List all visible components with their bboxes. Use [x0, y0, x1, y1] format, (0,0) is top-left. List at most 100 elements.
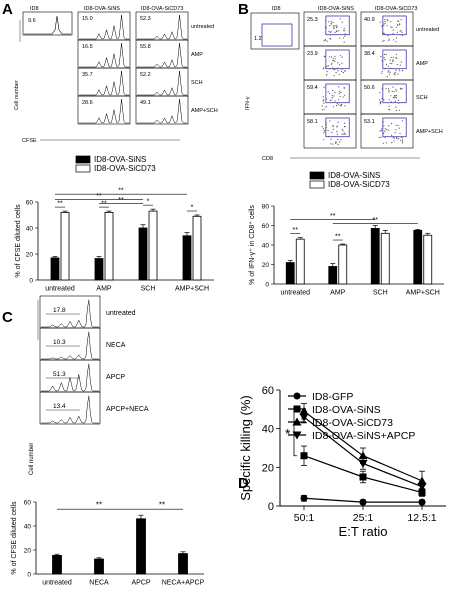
B-dot [344, 30, 346, 32]
B-dot [341, 56, 343, 58]
data-point [300, 494, 308, 502]
B-dot [390, 21, 392, 23]
B-dot [330, 138, 332, 140]
B-dot [399, 30, 401, 32]
B-dotplot-value: 59.4 [307, 85, 318, 91]
B-dot [400, 136, 402, 138]
bar [338, 244, 348, 285]
B-dot [384, 22, 386, 25]
panel-A-bar-chart: 0 20 40 60 % of CFSE diluted cells untreated A… [15, 155, 214, 293]
B-dot [390, 95, 392, 97]
y-tick-label: 40 [26, 226, 34, 233]
B-dot [340, 139, 342, 141]
B-dot [343, 87, 345, 89]
B-dot [339, 141, 341, 143]
B-dot [382, 40, 384, 42]
B-dot [329, 31, 331, 33]
B-dot [323, 108, 325, 110]
B-dot [384, 130, 386, 132]
B-row-label: AMP [416, 61, 428, 67]
B-dot [397, 73, 399, 75]
B-dot [379, 99, 381, 101]
B-dot [380, 101, 382, 103]
B-dot [327, 135, 330, 138]
B-dot [394, 100, 396, 102]
legend-label: ID8-OVA-SiNS [94, 155, 146, 164]
legend-marker [292, 431, 302, 440]
y-tick-label: 60 [26, 200, 34, 207]
B-dot [388, 99, 390, 101]
B-dot [327, 129, 329, 132]
B-dot [399, 64, 401, 66]
C-row-label: untreated [106, 310, 136, 317]
B-dot [324, 39, 326, 41]
A-histogram [137, 14, 187, 40]
B-col-header-sicd73: ID8-OVA-SiCD73 [375, 6, 417, 12]
B-dot [330, 63, 332, 65]
significance-star: ** [101, 201, 107, 208]
B-dot [325, 27, 327, 29]
B-dotplot-value: 50.6 [364, 85, 375, 91]
y-axis-label: Specific killing (%) [238, 395, 253, 500]
B-dot [330, 38, 332, 40]
B-dot [388, 91, 390, 93]
B-dot [398, 68, 400, 70]
B-dot [400, 88, 402, 90]
y-tick-label: 40 [262, 424, 274, 436]
bar [192, 215, 202, 281]
B-dot [393, 137, 395, 139]
B-dot [397, 24, 399, 26]
B-dot [344, 33, 346, 35]
A-histogram [137, 98, 187, 124]
B-dot [394, 97, 396, 99]
B-dot [338, 73, 340, 75]
B-dot [388, 39, 390, 42]
B-dot [389, 71, 391, 73]
legend-label: ID8-OVA-SiNS [312, 404, 381, 416]
B-dot [388, 105, 390, 107]
B-dot [380, 56, 382, 58]
B-dot [329, 92, 331, 94]
legend-swatch [75, 155, 91, 164]
B-dot [332, 21, 334, 23]
B-dot [384, 19, 386, 21]
B-dot [383, 57, 385, 59]
B-dot [386, 129, 388, 131]
B-dot [326, 71, 328, 73]
B-dot [344, 70, 346, 72]
C-histogram [41, 299, 99, 328]
legend-swatch [309, 180, 325, 189]
x-tick-label: 25:1 [353, 512, 374, 524]
B-dot [331, 131, 333, 134]
B-dot [383, 99, 385, 101]
B-dot [325, 122, 327, 124]
B-dot [332, 125, 334, 128]
B-dot [334, 60, 336, 63]
B-dot [395, 90, 398, 92]
B-dot [338, 30, 340, 32]
B-dot [395, 109, 398, 111]
B-dot [332, 128, 334, 130]
B-dot [394, 74, 396, 76]
A-row-label: AMP [191, 52, 203, 58]
B-dot [344, 35, 346, 37]
B-dot [336, 103, 338, 105]
data-point [300, 452, 308, 460]
B-dot [325, 127, 327, 129]
B-dot [331, 94, 333, 96]
B-dot [387, 65, 389, 67]
significance-star: ** [330, 213, 336, 220]
panel-B-bar-chart: 0 20 40 60 80 % of IFN-γ⁺ in CD8⁺ cells untrea… [248, 171, 444, 297]
significance-star: ** [96, 501, 102, 510]
B-gate [325, 117, 350, 138]
B-dot [343, 132, 346, 134]
B-dot [336, 125, 338, 127]
B-dot [340, 105, 342, 107]
B-dot [396, 57, 398, 59]
significance-bracket [293, 410, 297, 457]
B-dot [385, 88, 387, 90]
B-dot [390, 101, 392, 103]
B-dot [339, 55, 342, 57]
B-dot [383, 132, 385, 134]
B-dot [338, 93, 340, 95]
